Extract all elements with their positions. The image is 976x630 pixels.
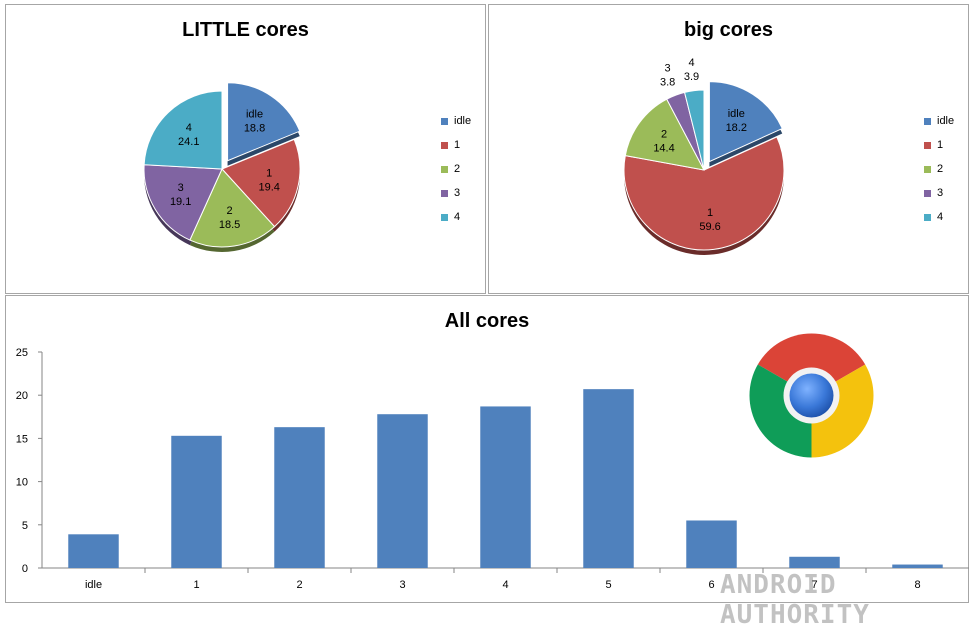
x-tick-label-idle: idle — [85, 579, 102, 591]
little-cores-pie: idle 18.8 1 19.4 2 18.5 3 19.1 4 24.1 — [143, 82, 301, 253]
big-cores-legend-label-3: 3 — [937, 187, 944, 199]
y-tick-label-5: 5 — [22, 520, 28, 532]
little-cores-legend-item-3: 3 — [441, 181, 471, 205]
big-cores-label-value-idle: 18.2 — [726, 122, 747, 134]
little-cores-label-value-idle: 18.8 — [244, 123, 265, 135]
big-cores-legend-item-3: 3 — [924, 181, 954, 205]
big-cores-legend-swatch-1 — [924, 141, 931, 149]
big-cores-legend-label-4: 4 — [937, 211, 944, 223]
chrome-logo-center — [789, 373, 834, 418]
bar-1 — [171, 435, 222, 568]
big-cores-label-value-1: 59.6 — [699, 221, 720, 233]
big-cores-legend-swatch-2 — [924, 165, 931, 173]
y-tick-label-0: 0 — [22, 563, 28, 575]
little-cores-slice-4 — [143, 90, 223, 170]
bar-8 — [892, 564, 943, 568]
little-cores-legend: idle 1 2 3 4 — [441, 109, 471, 229]
little-cores-legend-label-3: 3 — [454, 187, 461, 199]
big-cores-label-value-3: 3.8 — [660, 77, 675, 89]
little-cores-legend-item-4: 4 — [441, 205, 471, 229]
big-cores-slice-idle — [708, 81, 783, 163]
little-cores-legend-label-4: 4 — [454, 211, 461, 223]
big-cores-label-category-idle: idle — [728, 108, 745, 120]
little-cores-slice-1 — [221, 138, 301, 228]
bar-2 — [274, 427, 325, 568]
little-cores-legend-swatch-1 — [441, 141, 448, 149]
watermark-text: ANDROID AUTHORITY — [720, 570, 870, 630]
big-cores-chart: big cores idle 18.2 1 59.6 2 14.4 3 3.8 4 3.9 idl… — [488, 4, 969, 294]
little-cores-legend-label-2: 2 — [454, 163, 461, 175]
little-cores-legend-label-1: 1 — [454, 139, 461, 151]
bar-6 — [686, 520, 737, 568]
chrome-logo-segment-red — [757, 333, 866, 396]
big-cores-slice-1 — [623, 136, 785, 251]
little-cores-label-value-1: 19.4 — [258, 182, 279, 194]
all-cores-title: All cores — [444, 310, 530, 332]
little-cores-slice-2 — [189, 168, 276, 248]
little-cores-label-category-idle: idle — [246, 109, 263, 121]
little-cores-label-category-3: 3 — [178, 182, 184, 194]
bar-7 — [789, 556, 840, 568]
little-cores-title: LITTLE cores — [182, 19, 309, 41]
big-cores-legend-item-2: 2 — [924, 157, 954, 181]
big-cores-legend-label-idle: idle — [937, 115, 955, 127]
little-cores-label-category-4: 4 — [186, 122, 192, 134]
big-cores-label-value-2: 14.4 — [653, 143, 674, 155]
little-cores-slice-3 — [143, 164, 223, 241]
y-tick-label-15: 15 — [16, 433, 28, 445]
big-cores-slice-4 — [683, 89, 705, 171]
all-cores-bar-chart: 0 5 10 15 20 25 idle 1 2 3 4 5 6 7 8 — [16, 347, 969, 591]
y-tick-label-25: 25 — [16, 347, 28, 359]
big-cores-label-value-4: 3.9 — [684, 71, 699, 83]
big-cores-label-category-3: 3 — [665, 63, 671, 75]
little-cores-legend-swatch-idle — [441, 117, 448, 125]
bar-4 — [480, 406, 531, 568]
bar-3 — [377, 414, 428, 568]
little-cores-legend-swatch-4 — [441, 213, 448, 221]
chrome-logo-icon — [749, 333, 874, 458]
little-cores-slice-idle — [227, 82, 301, 162]
little-cores-legend-item-1: 1 — [441, 133, 471, 157]
big-cores-legend: idle 1 2 3 4 — [924, 109, 954, 229]
big-cores-title: big cores — [684, 19, 773, 41]
big-cores-legend-label-1: 1 — [937, 139, 944, 151]
y-tick-label-20: 20 — [16, 390, 28, 402]
x-tick-label-6: 6 — [708, 579, 714, 591]
y-tick-label-10: 10 — [16, 477, 28, 489]
x-tick-label-2: 2 — [296, 579, 302, 591]
bar-idle — [68, 534, 119, 568]
x-tick-label-5: 5 — [605, 579, 611, 591]
little-cores-legend-swatch-2 — [441, 165, 448, 173]
little-cores-label-category-1: 1 — [266, 168, 272, 180]
little-cores-chart: LITTLE cores idle 18.8 1 19.4 2 18.5 3 19.1 4 24.… — [5, 4, 486, 294]
x-tick-label-7: 7 — [811, 579, 817, 591]
big-cores-label-category-1: 1 — [707, 207, 713, 219]
big-cores-label-category-2: 2 — [661, 129, 667, 141]
big-cores-legend-item-idle: idle — [924, 109, 954, 133]
little-cores-legend-swatch-3 — [441, 189, 448, 197]
x-tick-label-3: 3 — [399, 579, 405, 591]
x-tick-label-4: 4 — [502, 579, 508, 591]
big-cores-pie: idle 18.2 1 59.6 2 14.4 3 3.8 4 3.9 — [623, 57, 785, 256]
x-tick-label-8: 8 — [914, 579, 920, 591]
little-cores-label-category-2: 2 — [227, 205, 233, 217]
bar-5 — [583, 389, 634, 568]
x-tick-label-1: 1 — [193, 579, 199, 591]
big-cores-legend-item-1: 1 — [924, 133, 954, 157]
little-cores-label-value-2: 18.5 — [219, 219, 240, 231]
little-cores-legend-item-2: 2 — [441, 157, 471, 181]
big-cores-slice-2 — [624, 98, 705, 171]
little-cores-legend-label-idle: idle — [454, 115, 472, 127]
big-cores-legend-swatch-idle — [924, 117, 931, 125]
little-cores-legend-item-idle: idle — [441, 109, 471, 133]
little-cores-label-value-4: 24.1 — [178, 136, 199, 148]
big-cores-legend-label-2: 2 — [937, 163, 944, 175]
big-cores-legend-item-4: 4 — [924, 205, 954, 229]
big-cores-label-category-4: 4 — [688, 57, 694, 69]
big-cores-legend-swatch-4 — [924, 213, 931, 221]
big-cores-legend-swatch-3 — [924, 189, 931, 197]
little-cores-label-value-3: 19.1 — [170, 196, 191, 208]
